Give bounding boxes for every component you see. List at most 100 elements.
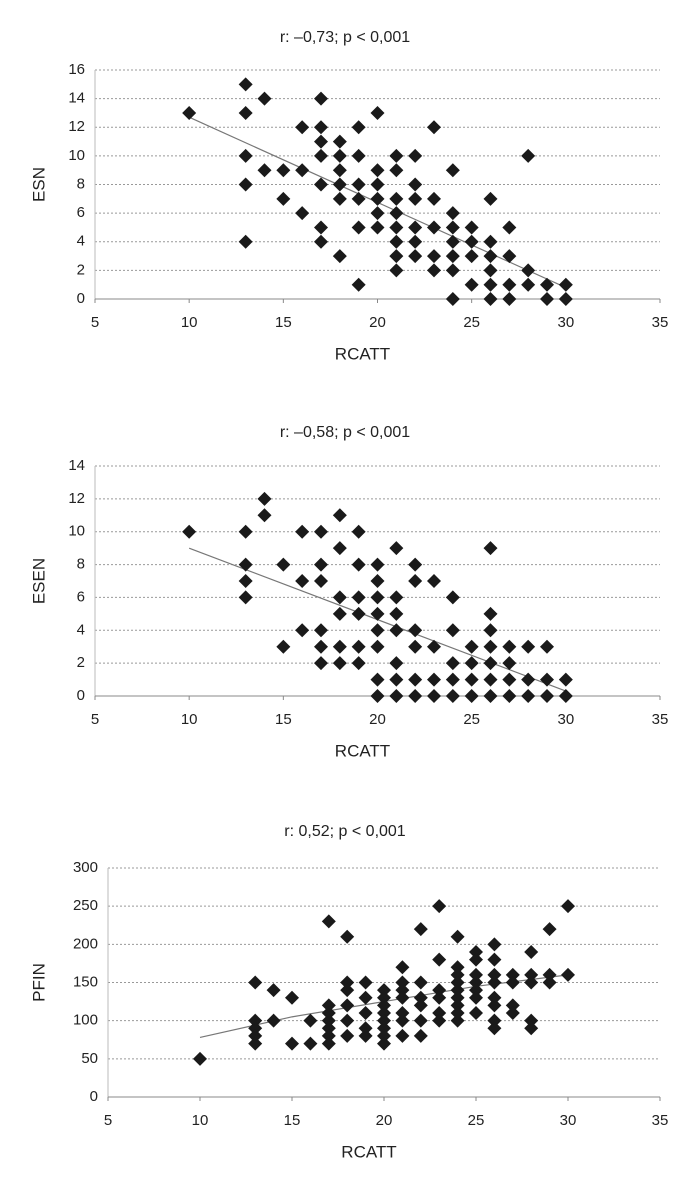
point [332, 541, 347, 556]
point [389, 148, 404, 163]
point [257, 491, 272, 506]
point [464, 234, 479, 249]
point [483, 639, 498, 654]
point [389, 163, 404, 178]
point [370, 206, 385, 221]
point [413, 922, 428, 937]
point [370, 623, 385, 638]
y-tick-label: 4 [77, 233, 85, 250]
point [389, 206, 404, 221]
point [238, 590, 253, 605]
point [276, 557, 291, 572]
x-tick-label: 15 [275, 711, 292, 728]
point [370, 557, 385, 572]
point [487, 1013, 502, 1028]
point [483, 234, 498, 249]
point [483, 606, 498, 621]
point [340, 1013, 355, 1028]
point [389, 249, 404, 264]
point [408, 639, 423, 654]
point [502, 672, 517, 687]
point [561, 967, 575, 982]
point [248, 1013, 263, 1028]
point [389, 623, 404, 638]
y-tick-label: 8 [77, 175, 85, 192]
x-tick-label: 35 [652, 1112, 669, 1129]
point [314, 91, 328, 106]
point [502, 689, 517, 703]
x-tick-label: 10 [181, 314, 198, 331]
point [314, 623, 328, 638]
point [351, 524, 366, 539]
point [521, 689, 536, 703]
point [314, 574, 328, 588]
point [487, 937, 502, 952]
point [321, 1028, 336, 1043]
point [483, 623, 498, 638]
point [314, 557, 328, 572]
point [370, 672, 385, 687]
point [377, 1006, 391, 1021]
point [540, 672, 554, 687]
point [432, 1013, 447, 1028]
point [266, 1013, 281, 1028]
point [314, 234, 328, 249]
point [314, 639, 328, 654]
point [542, 975, 557, 990]
point [395, 990, 410, 1005]
point [432, 990, 447, 1005]
y-tick-label: 12 [68, 118, 85, 135]
y-tick-label: 100 [73, 1012, 98, 1029]
point [505, 1006, 520, 1021]
point [502, 277, 517, 292]
point [450, 967, 465, 982]
y-axis-title: PFIN [29, 963, 48, 1002]
point [238, 148, 253, 163]
point [464, 277, 479, 292]
point [487, 990, 502, 1005]
point [248, 1028, 263, 1043]
point [389, 220, 404, 235]
point [182, 524, 197, 539]
y-tick-label: 300 [73, 859, 98, 876]
point [450, 1013, 465, 1028]
point [351, 220, 366, 235]
x-tick-label: 5 [91, 314, 99, 331]
point [432, 983, 447, 998]
point [295, 206, 310, 221]
point [483, 277, 498, 292]
point [370, 220, 385, 235]
point [321, 1013, 336, 1028]
point [450, 1006, 465, 1021]
point [332, 177, 347, 192]
point [427, 263, 441, 278]
point [464, 249, 479, 264]
point [450, 990, 465, 1005]
point [238, 574, 253, 588]
point [314, 148, 328, 163]
point [340, 1028, 355, 1043]
y-tick-label: 16 [68, 61, 85, 78]
point [295, 574, 310, 588]
point [377, 1021, 391, 1036]
point [276, 191, 291, 206]
point [332, 639, 347, 654]
point [445, 206, 460, 221]
point [445, 220, 460, 235]
point [395, 1006, 410, 1021]
point [487, 998, 502, 1013]
point [445, 263, 460, 278]
point [266, 983, 281, 998]
point [377, 990, 391, 1005]
point [524, 975, 539, 990]
point [487, 967, 502, 982]
point [332, 590, 347, 605]
point [540, 639, 554, 654]
point [469, 952, 483, 967]
point [340, 983, 355, 998]
point [257, 91, 272, 106]
point [521, 639, 536, 654]
point [542, 967, 557, 982]
point [314, 177, 328, 192]
point [445, 656, 460, 671]
